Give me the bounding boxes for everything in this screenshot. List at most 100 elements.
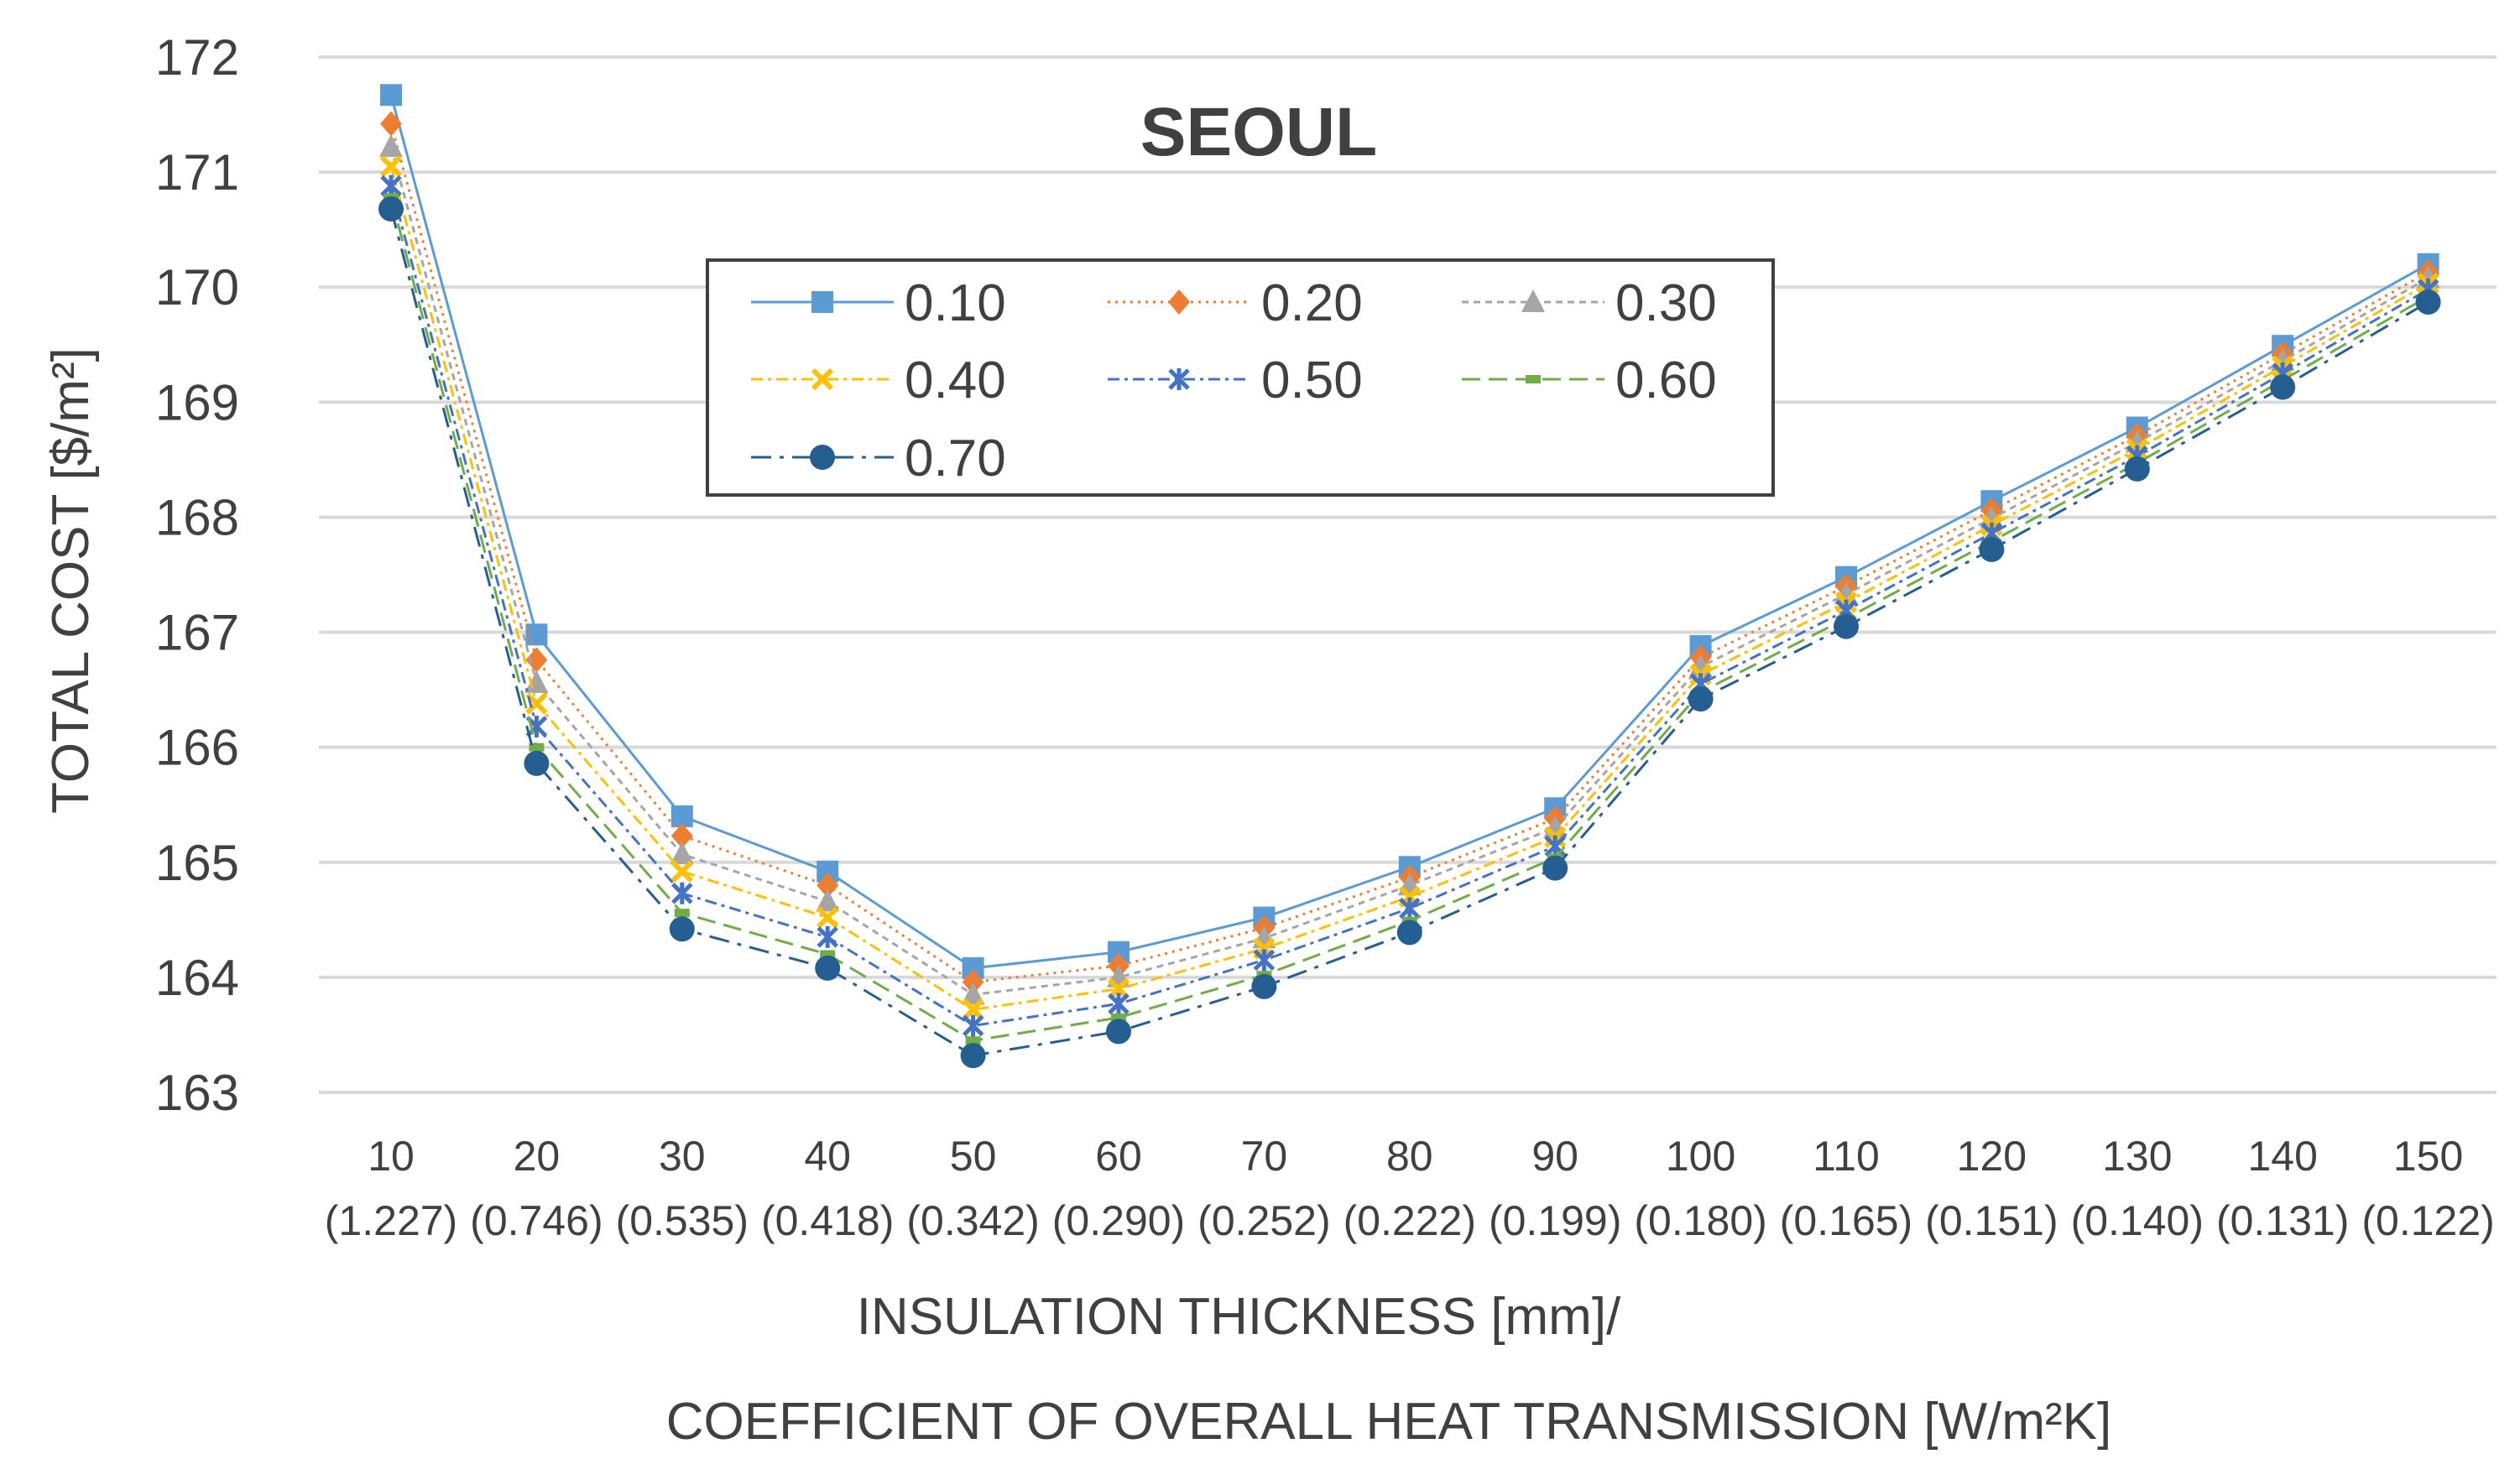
legend-label: 0.20 <box>1261 274 1363 332</box>
data-point <box>817 925 838 948</box>
data-point <box>965 1036 981 1045</box>
data-point <box>1106 1019 1131 1045</box>
y-tick-label: 169 <box>155 374 239 430</box>
x-tick-label: 150 <box>2393 1133 2463 1180</box>
legend-item: 0.60 <box>1462 352 1717 409</box>
data-point <box>670 842 694 865</box>
legend-label: 0.70 <box>905 430 1006 487</box>
legend-item: 0.40 <box>751 352 1006 409</box>
data-point <box>674 909 690 918</box>
y-tick-label: 163 <box>155 1065 239 1121</box>
x-tick-label: 90 <box>1531 1133 1578 1180</box>
data-point <box>669 916 695 942</box>
data-point <box>1688 686 1714 712</box>
y-tick-label: 168 <box>155 489 239 545</box>
x-axis-ticks: 10 (1.227) 20 (0.746) 30 (0.535) 40 (0.418) 50 (0… <box>325 1133 2495 1244</box>
data-point <box>380 175 402 197</box>
x-tick-sublabel: (0.252) <box>1197 1197 1330 1244</box>
data-point <box>1251 973 1277 999</box>
x-tick-label: 70 <box>1241 1133 1288 1180</box>
legend-item: 0.10 <box>751 274 1006 332</box>
x-tick-label: 140 <box>2247 1133 2317 1180</box>
data-point <box>2270 374 2296 400</box>
data-point <box>962 998 984 1021</box>
x-tick-sublabel: (0.180) <box>1634 1197 1766 1244</box>
legend-marker <box>811 291 833 313</box>
x-tick-label: 120 <box>1957 1133 2027 1180</box>
data-point <box>1111 1013 1126 1022</box>
y-tick-label: 171 <box>155 144 239 201</box>
data-point <box>2124 456 2150 482</box>
data-point <box>524 670 549 693</box>
x-tick-label: 100 <box>1666 1133 1735 1180</box>
legend-label: 0.30 <box>1615 274 1717 332</box>
x-tick-sublabel: (0.131) <box>2216 1197 2349 1244</box>
series-line <box>389 123 2429 983</box>
y-tick-label: 172 <box>155 29 239 86</box>
data-point <box>380 84 402 107</box>
y-tick-label: 164 <box>155 950 239 1006</box>
legend-marker <box>1168 289 1190 315</box>
data-point <box>1542 855 1568 881</box>
legend-marker <box>1526 375 1541 383</box>
y-tick-label: 166 <box>155 720 239 776</box>
series-line <box>389 94 2429 970</box>
legend-label: 0.50 <box>1261 352 1363 409</box>
legend-marker <box>810 445 835 470</box>
x-tick-label: 10 <box>368 1133 415 1180</box>
data-point <box>962 1014 984 1037</box>
x-tick-sublabel: (0.199) <box>1489 1197 1621 1244</box>
x-tick-sublabel: (0.222) <box>1343 1197 1476 1244</box>
legend-label: 0.10 <box>905 274 1006 332</box>
x-tick-label: 50 <box>950 1133 997 1180</box>
x-axis-title-line1: INSULATION THICKNESS [mm]/ <box>857 1288 1621 1346</box>
legend-marker <box>1168 368 1190 390</box>
data-point <box>1108 993 1130 1015</box>
series-0.70 <box>378 195 2441 1069</box>
data-point <box>670 823 693 849</box>
data-point <box>962 969 984 995</box>
x-tick-sublabel: (0.140) <box>2071 1197 2204 1244</box>
data-point <box>961 982 985 1005</box>
data-point <box>378 195 404 221</box>
data-point <box>379 155 403 178</box>
y-tick-label: 165 <box>155 835 239 891</box>
x-tick-sublabel: (0.746) <box>470 1197 603 1244</box>
data-point <box>817 906 839 929</box>
data-point <box>1979 536 2005 562</box>
series-group <box>378 84 2441 1069</box>
x-tick-label: 110 <box>1813 1133 1880 1180</box>
data-point <box>816 889 840 912</box>
legend-marker <box>811 367 834 391</box>
x-tick-sublabel: (0.122) <box>2361 1197 2494 1244</box>
legend: 0.10 0.20 0.30 0.40 0.50 0.60 0.70 <box>706 258 1775 497</box>
y-tick-label: 167 <box>155 605 239 661</box>
data-point <box>1399 897 1421 920</box>
data-point <box>671 882 693 904</box>
data-point <box>1396 920 1422 946</box>
series-0.10 <box>380 84 2439 979</box>
x-tick-sublabel: (0.151) <box>1925 1197 2058 1244</box>
data-point <box>1834 613 1859 639</box>
legend-label: 0.60 <box>1615 352 1717 409</box>
data-point <box>960 1043 986 1069</box>
series-0.50 <box>380 175 2439 1037</box>
x-tick-sublabel: (0.165) <box>1780 1197 1912 1244</box>
series-line <box>389 165 2429 1011</box>
data-point <box>525 647 548 673</box>
legend-marker <box>1521 289 1545 312</box>
legend-label: 0.40 <box>905 352 1006 409</box>
x-tick-label: 30 <box>659 1133 706 1180</box>
legend-item: 0.50 <box>1108 352 1363 409</box>
legend-box <box>706 258 1775 497</box>
data-point <box>529 743 545 752</box>
data-point <box>2415 289 2441 315</box>
x-tick-label: 130 <box>2102 1133 2172 1180</box>
legend-item: 0.30 <box>1462 274 1717 332</box>
x-tick-label: 20 <box>514 1133 561 1180</box>
series-line <box>389 146 2429 997</box>
data-point <box>380 111 402 137</box>
chart-title: SEOUL <box>1140 94 1377 170</box>
data-point <box>815 955 841 981</box>
